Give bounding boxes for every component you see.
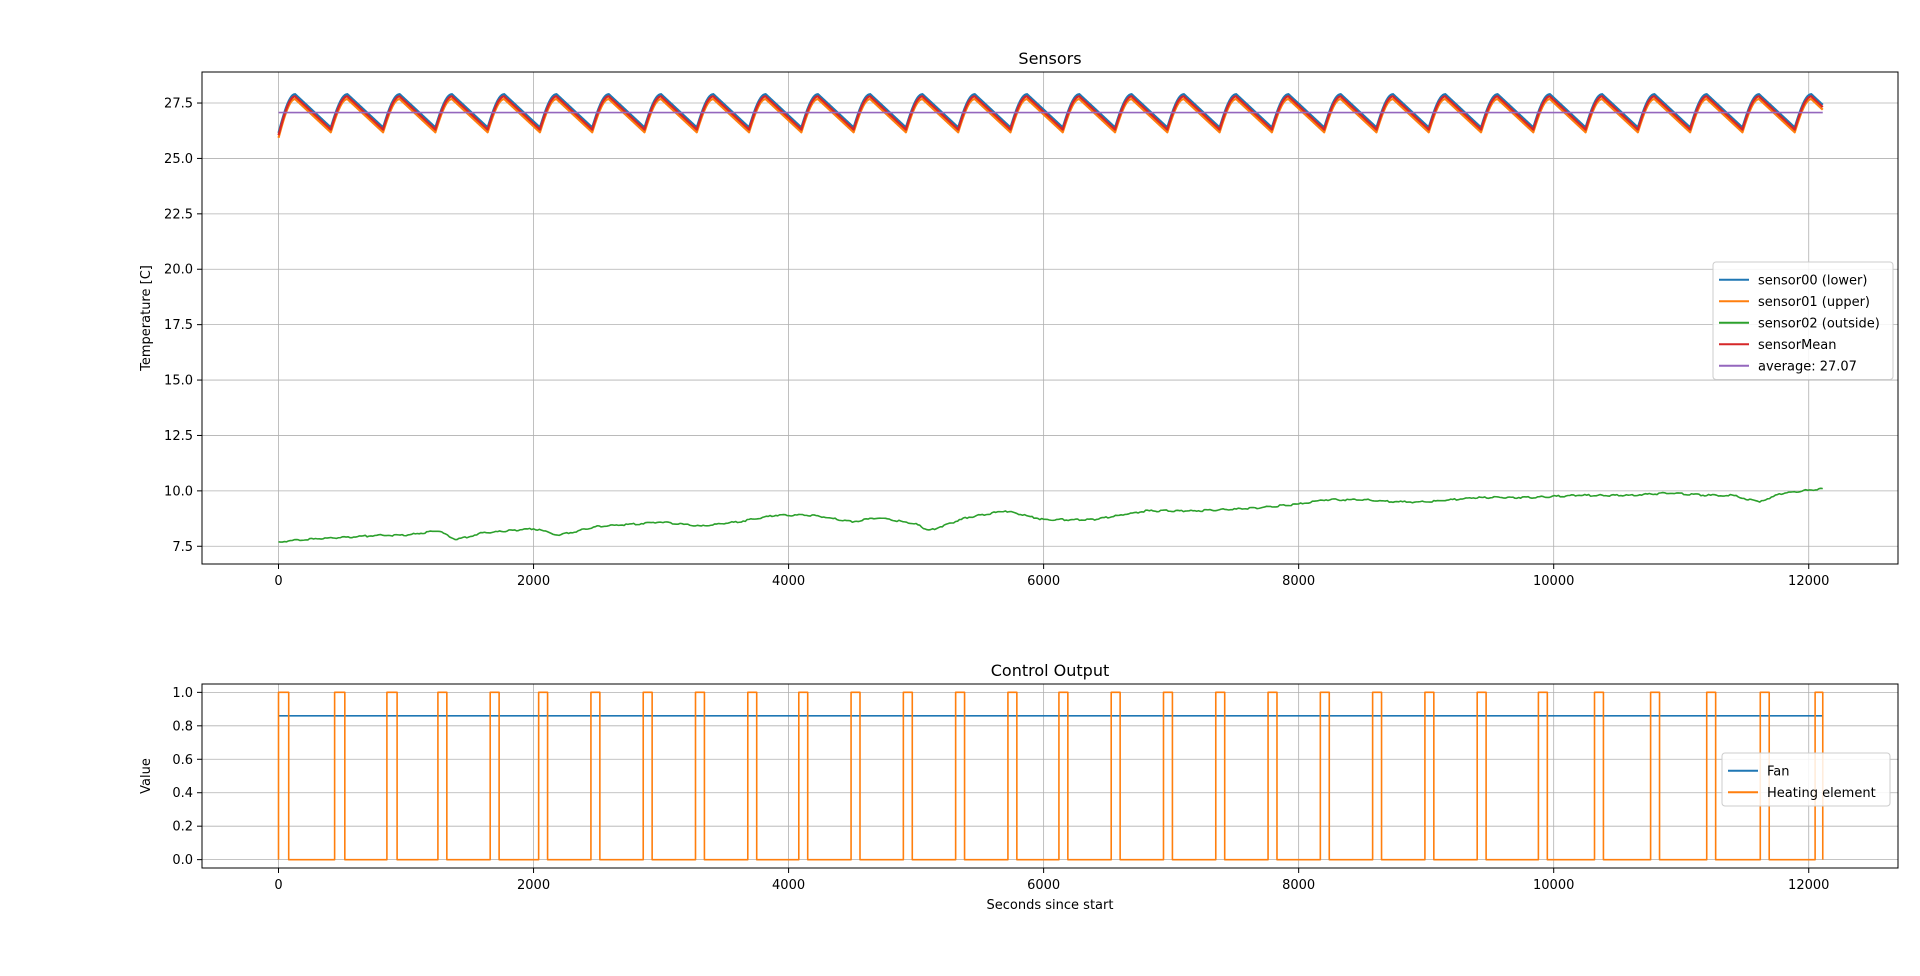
x-tick-label: 0 — [274, 574, 282, 589]
y-tick-label: 27.5 — [164, 97, 193, 112]
legend-box — [1721, 752, 1891, 807]
y-tick-label: 0.2 — [172, 820, 193, 835]
y-axis-label: Value — [139, 758, 154, 794]
x-tick-label: 2000 — [517, 878, 550, 893]
axes-frame — [201, 71, 1899, 565]
sensors-chart: 0 2000 4000 6000 8000 10000 12000 7.5 10.0 12.5 15… — [139, 49, 1899, 589]
y-tick-label: 0.6 — [172, 753, 193, 768]
x-tick-label: 4000 — [772, 878, 805, 893]
series-line-1 — [277, 97, 1824, 139]
plot-area — [277, 93, 1824, 543]
series-line-0 — [277, 93, 1824, 134]
chart-title: Control Output — [991, 661, 1110, 680]
x-tick-label: 6000 — [1027, 574, 1060, 589]
x-tick-label: 10000 — [1533, 878, 1574, 893]
y-tick-label: 20.0 — [164, 263, 193, 278]
x-axis-label: Seconds since start — [987, 898, 1114, 913]
y-tick-label: 0.0 — [172, 853, 193, 868]
x-tick-label: 6000 — [1027, 878, 1060, 893]
legend-label-0: Fan — [1767, 764, 1790, 779]
control-output-chart: 0 2000 4000 6000 8000 10000 12000 0.0 0.2 0.4 0.6 0… — [139, 661, 1899, 913]
axes-frame — [201, 683, 1899, 869]
x-tick-label: 8000 — [1282, 574, 1315, 589]
grid — [202, 684, 1898, 868]
grid — [202, 72, 1898, 564]
y-tick-label: 0.8 — [172, 719, 193, 734]
y-tick-label: 7.5 — [172, 540, 193, 555]
series-line-3 — [277, 95, 1824, 136]
x-tick-label: 2000 — [517, 574, 550, 589]
x-tick-label: 8000 — [1282, 878, 1315, 893]
series-line-1 — [277, 691, 1824, 861]
legend-label-1: Heating element — [1767, 786, 1876, 801]
y-tick-label: 17.5 — [164, 318, 193, 333]
x-tick-label: 4000 — [772, 574, 805, 589]
y-tick-label: 15.0 — [164, 374, 193, 389]
x-tick-label: 12000 — [1788, 878, 1829, 893]
legend: sensor00 (lower) sensor01 (upper) sensor02… — [1712, 261, 1894, 380]
y-tick-label: 1.0 — [172, 686, 193, 701]
chart-title: Sensors — [1018, 49, 1081, 68]
legend-label-0: sensor00 (lower) — [1758, 273, 1867, 288]
x-tick-label: 0 — [274, 878, 282, 893]
legend-label-4: average: 27.07 — [1758, 359, 1857, 374]
legend-label-2: sensor02 (outside) — [1758, 316, 1880, 331]
legend-box — [1712, 261, 1894, 380]
x-tick-label: 10000 — [1533, 574, 1574, 589]
y-tick-label: 0.4 — [172, 786, 193, 801]
legend-label-3: sensorMean — [1758, 338, 1837, 353]
y-tick-label: 10.0 — [164, 484, 193, 499]
legend-label-1: sensor01 (upper) — [1758, 295, 1870, 310]
y-tick-label: 25.0 — [164, 152, 193, 167]
y-axis-label: Temperature [C] — [139, 265, 154, 372]
legend: Fan Heating element — [1721, 752, 1891, 807]
plot-area — [277, 691, 1824, 861]
y-tick-label: 12.5 — [164, 429, 193, 444]
y-tick-label: 22.5 — [164, 207, 193, 222]
x-tick-label: 12000 — [1788, 574, 1829, 589]
series-line-2 — [278, 487, 1823, 543]
